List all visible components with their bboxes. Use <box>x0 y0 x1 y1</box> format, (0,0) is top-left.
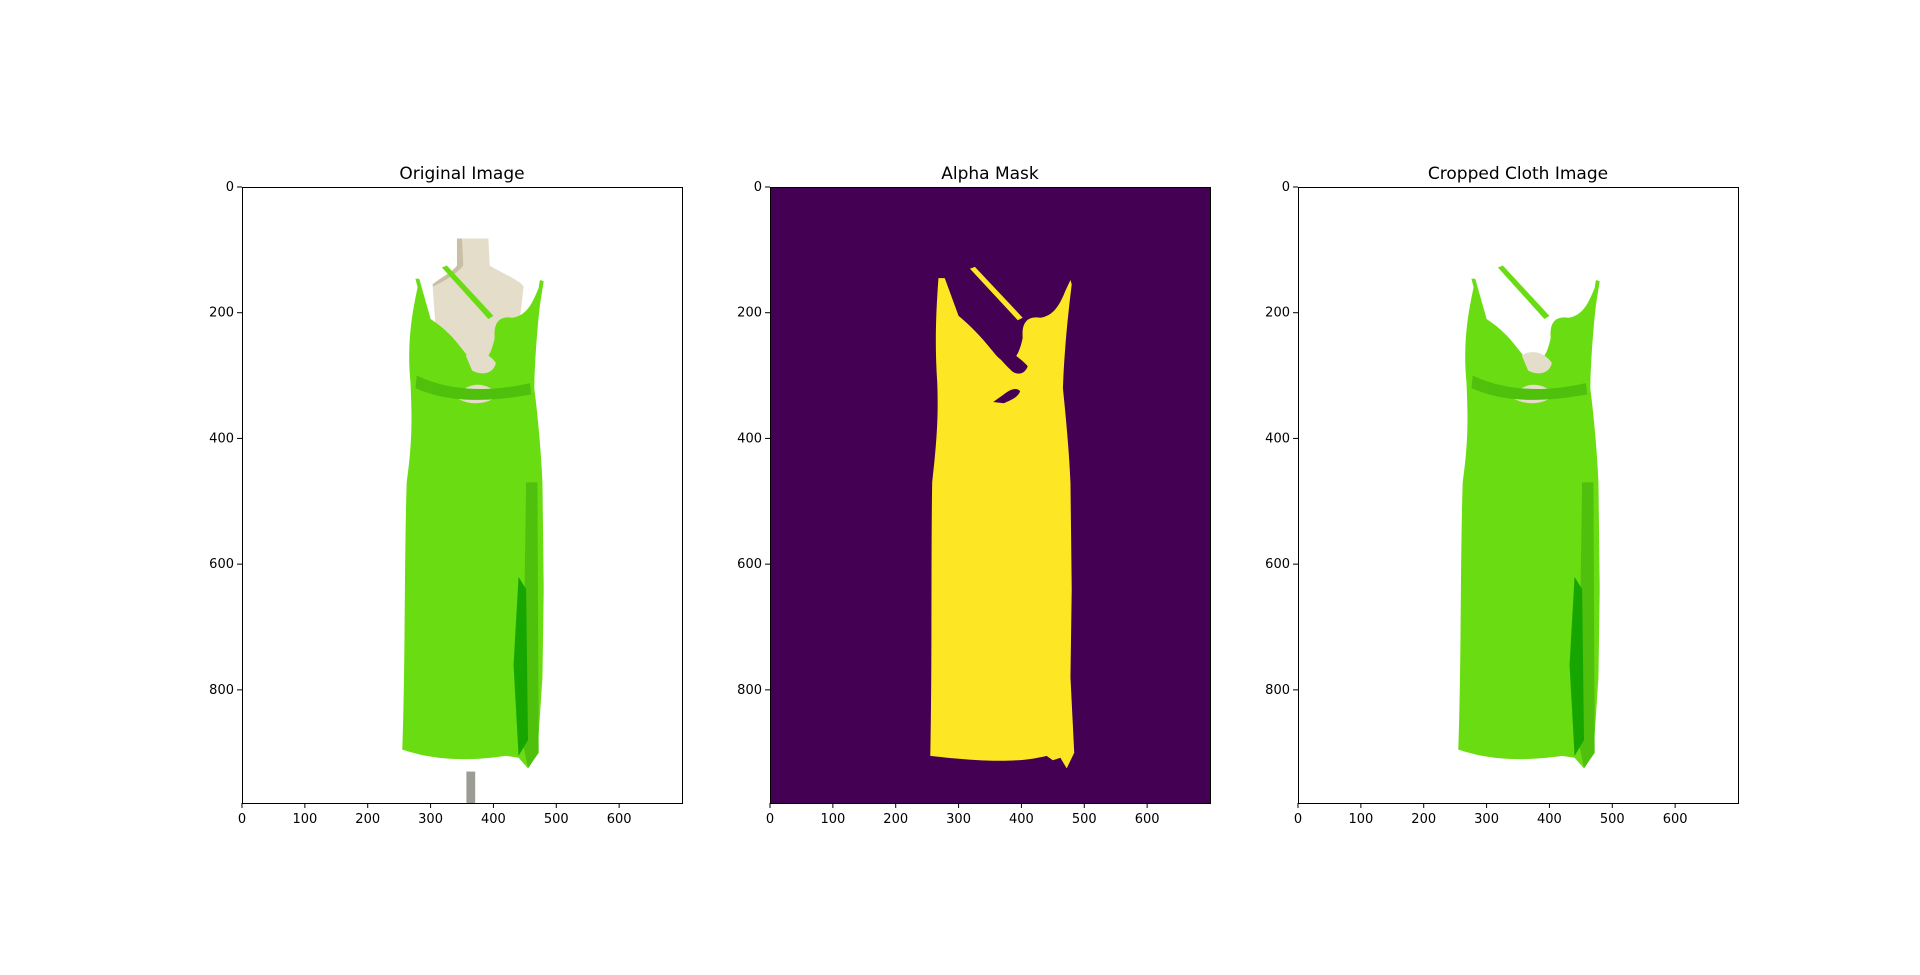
x-tick-label: 100 <box>1348 812 1373 827</box>
mask-dress-shape <box>930 278 1075 769</box>
y-tick-label: 400 <box>1265 431 1290 446</box>
x-tick-label: 600 <box>1135 812 1160 827</box>
panel-title-mask: Alpha Mask <box>941 164 1039 184</box>
x-tick-label: 300 <box>1474 812 1499 827</box>
dress-on-mannequin-image <box>402 238 544 803</box>
axes-frame <box>242 187 683 804</box>
y-tick-label: 600 <box>737 557 762 572</box>
mask-silhouette <box>930 266 1075 769</box>
mask-strap-cross <box>969 266 1023 321</box>
x-tick-label: 100 <box>292 812 317 827</box>
x-axis-ticks: 0 100 200 300 400 500 600 <box>1294 803 1688 827</box>
x-axis-ticks: 0 100 200 300 400 500 600 <box>238 803 632 827</box>
y-tick-label: 400 <box>737 431 762 446</box>
mask-hole-lower <box>993 389 1021 404</box>
mask-hole-neck <box>958 268 1018 338</box>
dress-strap-cross <box>1497 265 1550 319</box>
image-area-original <box>242 187 682 803</box>
x-tick-label: 300 <box>418 812 443 827</box>
image-area-mask <box>770 187 1210 803</box>
mannequin-visible-upper <box>1521 352 1552 374</box>
dress-strap-cross <box>441 265 494 319</box>
y-tick-label: 0 <box>1282 180 1290 195</box>
panel-title-original: Original Image <box>399 164 524 184</box>
y-tick-label: 0 <box>226 180 234 195</box>
dress-body <box>1458 280 1600 769</box>
y-tick-label: 800 <box>1265 683 1290 698</box>
x-tick-label: 500 <box>1072 812 1097 827</box>
x-tick-label: 600 <box>607 812 632 827</box>
panel-title-cropped: Cropped Cloth Image <box>1428 164 1608 184</box>
y-axis-ticks: 0 200 400 600 800 <box>209 180 242 698</box>
subplot-original-image: Original Image <box>209 164 683 827</box>
axes-frame <box>1298 187 1739 804</box>
dress-slit <box>513 576 528 756</box>
mask-hole-upper <box>990 334 1028 374</box>
dress-cutout-upper <box>465 352 496 374</box>
mannequin-stand <box>466 771 476 803</box>
x-axis-ticks: 0 100 200 300 400 500 600 <box>766 803 1160 827</box>
x-tick-label: 400 <box>481 812 506 827</box>
x-tick-label: 100 <box>820 812 845 827</box>
y-tick-label: 200 <box>209 306 234 321</box>
y-tick-label: 600 <box>209 557 234 572</box>
x-tick-label: 0 <box>238 812 246 827</box>
x-tick-label: 600 <box>1663 812 1688 827</box>
dress-waist-ruching <box>1471 375 1588 400</box>
x-tick-label: 200 <box>355 812 380 827</box>
y-tick-label: 800 <box>737 683 762 698</box>
x-tick-label: 400 <box>1009 812 1034 827</box>
dress-slit <box>1569 576 1584 756</box>
x-tick-label: 0 <box>1294 812 1302 827</box>
x-tick-label: 0 <box>766 812 774 827</box>
dress-cutout-image <box>1458 265 1600 769</box>
y-tick-label: 200 <box>737 306 762 321</box>
axes-frame <box>770 187 1211 804</box>
y-tick-label: 200 <box>1265 306 1290 321</box>
y-axis-ticks: 0 200 400 600 800 <box>737 180 770 698</box>
image-area-cropped <box>1298 187 1738 803</box>
dress-body <box>402 280 544 769</box>
x-tick-label: 400 <box>1537 812 1562 827</box>
x-tick-label: 200 <box>883 812 908 827</box>
y-tick-label: 400 <box>209 431 234 446</box>
x-tick-label: 200 <box>1411 812 1436 827</box>
x-tick-label: 300 <box>946 812 971 827</box>
mannequin-shade <box>432 238 464 287</box>
y-tick-label: 800 <box>209 683 234 698</box>
x-tick-label: 500 <box>544 812 569 827</box>
dress-waist-ruching <box>415 375 532 400</box>
y-axis-ticks: 0 200 400 600 800 <box>1265 180 1298 698</box>
subplot-cropped-cloth: Cropped Cloth Image 0 100 200 300 400 500 600 … <box>1265 164 1739 827</box>
y-tick-label: 600 <box>1265 557 1290 572</box>
x-tick-label: 500 <box>1600 812 1625 827</box>
y-tick-label: 0 <box>754 180 762 195</box>
subplot-alpha-mask: Alpha Mask 0 100 200 300 400 500 600 0 200 400 60… <box>737 164 1211 827</box>
